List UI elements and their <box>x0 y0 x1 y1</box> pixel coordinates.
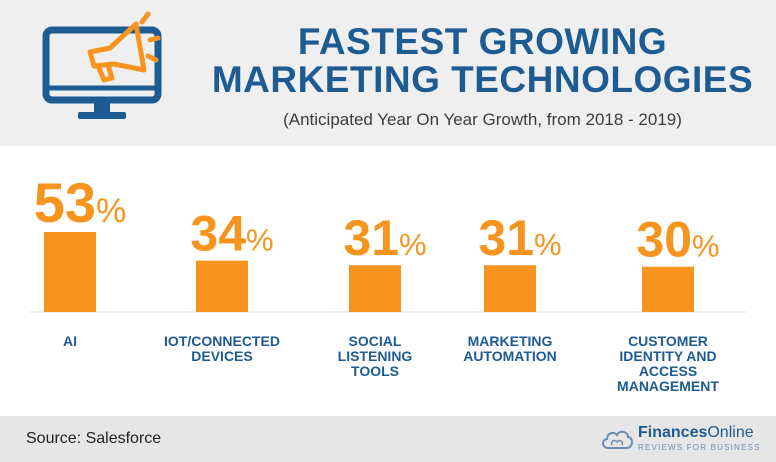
category-label-2: IOT/CONNECTED DEVICES <box>164 333 280 364</box>
bar-group <box>44 232 694 312</box>
bar-4 <box>484 265 536 312</box>
bar-1 <box>44 232 96 312</box>
value-label-group: 53% 34% 31% 31% 30% <box>34 171 720 268</box>
brand-name: FinancesOnline <box>638 424 754 442</box>
bar-5 <box>642 266 694 312</box>
bar-2 <box>196 260 248 312</box>
brand-tagline: REVIEWS FOR BUSINESS <box>638 443 761 452</box>
value-label-4: 31% <box>478 210 561 266</box>
header-banner: FASTEST GROWING MARKETING TECHNOLOGIES (… <box>0 0 776 146</box>
category-label-group: AI IOT/CONNECTED DEVICES SOCIAL LISTENING TOO… <box>63 333 719 394</box>
category-label-4: MARKETING AUTOMATION <box>463 333 557 364</box>
brand-name-rest: Online <box>707 424 754 441</box>
chart-subtitle: (Anticipated Year On Year Growth, from 2… <box>283 110 682 129</box>
category-label-1: AI <box>63 333 77 349</box>
value-label-5: 30% <box>636 212 719 268</box>
category-label-5: CUSTOMER IDENTITY AND ACCESS MANAGEMENT <box>617 333 719 394</box>
value-label-1: 53% <box>34 171 127 234</box>
bar-chart: 53% 34% 31% 31% 30% AI IOT/CONNECTED DEVICES SO… <box>30 171 746 394</box>
chart-title-line2: MARKETING TECHNOLOGIES <box>211 59 754 100</box>
footer-bar: Source: Salesforce FinancesOnline REVIEW… <box>0 416 776 462</box>
value-label-2: 34% <box>190 206 273 262</box>
category-label-3: SOCIAL LISTENING TOOLS <box>338 333 413 379</box>
chart-title-line1: FASTEST GROWING <box>297 21 668 62</box>
brand-name-bold: Finances <box>638 424 708 441</box>
bar-3 <box>349 265 401 312</box>
source-note: Source: Salesforce <box>26 430 162 447</box>
value-label-3: 31% <box>343 210 426 266</box>
monitor-megaphone-icon <box>42 11 162 119</box>
cloud-icon <box>602 430 633 449</box>
financesonline-logo: FinancesOnline REVIEWS FOR BUSINESS <box>600 424 760 456</box>
